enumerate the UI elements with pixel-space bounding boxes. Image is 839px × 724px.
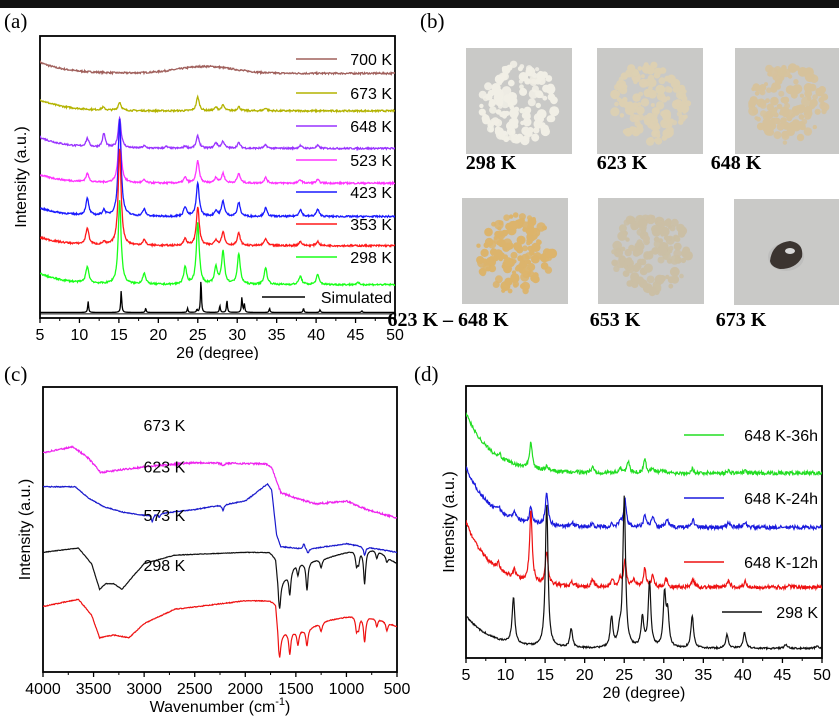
melted-lump-image (768, 241, 804, 271)
chart-a-xrd-temperature: 5 10 15 20 25 30 35 40 45 50 2θ (degree) Intensity … (13, 35, 404, 360)
series-line-298-k (43, 598, 397, 658)
x-tick-label: 35 (694, 667, 712, 684)
series-line-700-k (40, 60, 395, 77)
sample-photo (597, 48, 703, 154)
series-line-623-k (43, 482, 397, 557)
x-tick-label: 25 (615, 667, 633, 684)
x-axis-label: 2θ (degree) (603, 685, 686, 702)
panel-label-a: (a) (4, 9, 28, 33)
x-tick-label: 5 (462, 667, 471, 684)
powder-pile-image (476, 212, 558, 295)
series-line-673-k (43, 445, 397, 519)
series-line-648-k-24h (466, 466, 822, 532)
sample-photo (462, 198, 568, 304)
legend-label: 648 K-12h (744, 555, 818, 572)
series-line-298-k (466, 495, 822, 651)
series-line-523-k (40, 127, 395, 187)
x-tick-label: 25 (189, 327, 207, 344)
x-tick-label: 45 (347, 327, 365, 344)
series-line-423-k (40, 118, 395, 220)
x-axis-label-superscript: -1 (275, 696, 285, 708)
x-tick-label: 10 (71, 327, 89, 344)
series-line-298-k (40, 200, 395, 287)
x-axis-label: 2θ (degree) (176, 345, 259, 360)
chart-d-xrd-time: 5 10 15 20 25 30 35 40 45 50 2θ (degree) Intensity … (441, 385, 831, 702)
panel-label-b: (b) (420, 9, 445, 33)
x-tick-label: 500 (384, 681, 411, 698)
x-tick-label: 30 (228, 327, 246, 344)
powder-pile-image (748, 63, 830, 145)
x-tick-label: 1000 (329, 681, 365, 698)
powder-pile-image (610, 61, 692, 146)
powder-pile-image (611, 214, 693, 297)
legend-label: 648 K-36h (744, 428, 818, 445)
photo-caption: 653 K (589, 309, 641, 331)
sample-photo (466, 48, 572, 154)
photo-caption: 648 K (710, 152, 762, 174)
x-tick-label: 15 (110, 327, 128, 344)
legend-label: Simulated (321, 290, 392, 307)
plot-frame (465, 385, 823, 659)
photo-caption: 298 K (465, 152, 517, 174)
legend-label: 298 K (776, 605, 818, 622)
sample-photo (598, 198, 704, 304)
x-tick-label: 20 (149, 327, 167, 344)
powder-pile-image (478, 60, 560, 146)
x-tick-label: 5 (36, 327, 45, 344)
x-tick-label: 20 (576, 667, 594, 684)
panel-label-d: (d) (414, 362, 439, 386)
x-tick-label: 30 (655, 667, 673, 684)
series-label: 298 K (143, 558, 185, 575)
y-axis-label: Intensity (a.u.) (17, 479, 34, 580)
y-axis-label: Intensity (a.u.) (13, 126, 30, 227)
series-line-simulated (40, 281, 395, 314)
series-line-673-k (40, 94, 395, 114)
legend-label: 353 K (350, 217, 392, 234)
panel-label-c: (c) (4, 362, 28, 386)
photo-caption: 623 K – 648 K (387, 309, 509, 331)
plot-frame (39, 35, 396, 319)
photo-caption: 673 K (715, 309, 767, 331)
x-tick-label: 40 (734, 667, 752, 684)
legend-label: 298 K (350, 250, 392, 267)
x-tick-label: 45 (774, 667, 792, 684)
sample-photo (734, 199, 839, 305)
series-label: 573 K (143, 508, 185, 525)
legend-label: 673 K (350, 86, 392, 103)
x-tick-label: 1500 (278, 681, 314, 698)
x-tick-label: 35 (268, 327, 286, 344)
series-label: 623 K (143, 460, 185, 477)
y-axis-label: Intensity (a.u.) (441, 471, 458, 572)
legend-label: 423 K (350, 185, 392, 202)
x-tick-label: 2500 (177, 681, 213, 698)
legend-label: 523 K (350, 153, 392, 170)
legend-label: 648 K-24h (744, 491, 818, 508)
x-tick-label: 4000 (25, 681, 61, 698)
chart-c-ftir: 4000 3500 3000 2500 2000 1500 1000 500 Wavenumbe… (17, 386, 411, 716)
series-line-648-k-12h (466, 510, 822, 592)
series-line-353-k (40, 148, 395, 249)
x-tick-label: 3000 (126, 681, 162, 698)
x-axis-label: Wavenumber (cm-1) (150, 696, 291, 716)
series-line-573-k (43, 547, 397, 609)
x-tick-label: 40 (307, 327, 325, 344)
series-label: 673 K (143, 418, 185, 435)
x-tick-label: 2000 (227, 681, 263, 698)
series-line-648-k-36h (466, 412, 822, 477)
top-border-bar (0, 0, 839, 8)
x-tick-label: 50 (386, 327, 404, 344)
legend-label: 700 K (350, 52, 392, 69)
series-line-648-k (40, 115, 395, 152)
photo-caption: 623 K (596, 152, 648, 174)
sample-photo (735, 48, 839, 154)
x-tick-label: 3500 (76, 681, 112, 698)
x-tick-label: 15 (536, 667, 554, 684)
legend-label: 648 K (350, 119, 392, 136)
x-tick-label: 10 (497, 667, 515, 684)
x-tick-label: 50 (813, 667, 831, 684)
